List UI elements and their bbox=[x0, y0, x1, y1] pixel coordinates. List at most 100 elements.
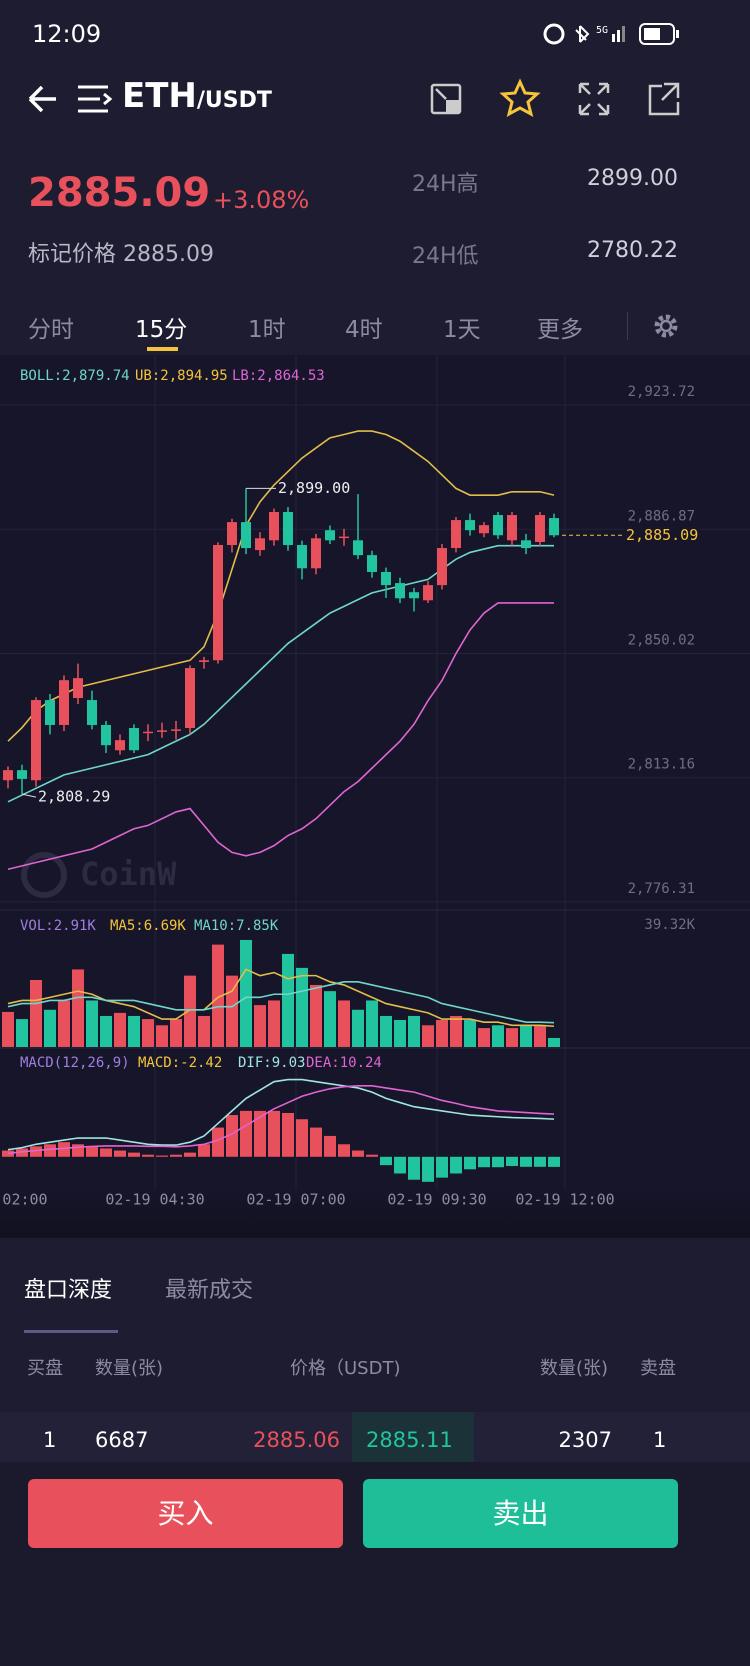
macd-bar bbox=[408, 1156, 420, 1180]
macd-bar bbox=[422, 1156, 434, 1182]
interval-tab[interactable]: 分时 bbox=[28, 317, 74, 343]
low-label: 24H低 bbox=[412, 244, 479, 269]
volume-bar bbox=[254, 1005, 266, 1047]
boll-mid bbox=[7, 544, 554, 803]
volume-bar bbox=[114, 1012, 126, 1047]
volume-bar bbox=[506, 1028, 518, 1047]
macd-bar bbox=[16, 1148, 28, 1157]
x-tick-label: 02:00 bbox=[2, 1191, 47, 1209]
bid-qty: 6687 bbox=[95, 1428, 149, 1452]
interval-tab[interactable]: 4时 bbox=[345, 317, 383, 343]
candle-body bbox=[157, 730, 167, 732]
candle-body bbox=[87, 700, 97, 725]
high-label: 2,899.00 bbox=[278, 479, 350, 497]
fullscreen-button[interactable] bbox=[578, 82, 610, 116]
interval-tab[interactable]: 更多 bbox=[537, 317, 583, 343]
change: +3.08% bbox=[213, 186, 310, 214]
macd-bar bbox=[324, 1135, 336, 1157]
menu-button[interactable] bbox=[78, 85, 113, 113]
pair: ETH/USDT bbox=[122, 76, 272, 116]
favorite-button[interactable] bbox=[499, 78, 541, 117]
volume-bar bbox=[156, 1025, 168, 1047]
back-button[interactable] bbox=[28, 85, 56, 113]
volume-bar bbox=[72, 969, 84, 1047]
boll-upper bbox=[7, 430, 555, 742]
volume-bar bbox=[296, 967, 308, 1047]
symbol: ETH bbox=[122, 76, 197, 116]
mark-label: 标记价格 bbox=[28, 242, 117, 267]
volume-bar bbox=[422, 1025, 434, 1047]
high-label: 24H高 bbox=[412, 172, 479, 197]
chart-footer bbox=[0, 1190, 750, 1238]
volume-bar bbox=[226, 975, 238, 1047]
x-tick-label: 02-19 09:30 bbox=[387, 1191, 486, 1209]
tab-indicator bbox=[147, 347, 178, 351]
volume-bar bbox=[408, 1015, 420, 1047]
macd-bar bbox=[142, 1154, 154, 1157]
float-button[interactable] bbox=[430, 83, 462, 115]
macd-bar bbox=[394, 1156, 406, 1174]
volume-bar bbox=[198, 1015, 210, 1047]
quote: /USDT bbox=[196, 88, 272, 113]
candle-body bbox=[535, 515, 545, 542]
macd-bar bbox=[184, 1152, 196, 1157]
buy-button[interactable]: 买入 bbox=[28, 1479, 343, 1548]
candle-body bbox=[451, 520, 461, 549]
watermark: CoinW bbox=[80, 855, 177, 893]
volume-bar bbox=[394, 1020, 406, 1047]
volume-bar bbox=[366, 1000, 378, 1047]
clock: 12:09 bbox=[32, 20, 102, 48]
candle-body bbox=[143, 731, 153, 734]
interval-tab[interactable]: 1时 bbox=[248, 317, 286, 343]
volume-bar bbox=[464, 1020, 476, 1047]
candle-body bbox=[423, 585, 433, 601]
volume-bar bbox=[170, 1019, 182, 1047]
depth-bar bbox=[352, 1412, 474, 1462]
col-header: 价格（USDT) bbox=[290, 1358, 401, 1379]
volume-bar bbox=[212, 944, 224, 1047]
candle-body bbox=[45, 700, 55, 725]
macd-bar bbox=[352, 1150, 364, 1157]
volume-bar bbox=[86, 1000, 98, 1047]
volume-bar bbox=[30, 979, 42, 1047]
volume-bar bbox=[268, 1000, 280, 1047]
candle-body bbox=[353, 540, 363, 556]
sell-button[interactable]: 卖出 bbox=[363, 1479, 678, 1548]
volume-bar bbox=[2, 1011, 14, 1047]
macd-bar bbox=[156, 1155, 168, 1157]
interval-tab[interactable]: 15分 bbox=[135, 317, 188, 343]
candle-body bbox=[269, 511, 279, 541]
candle-body bbox=[213, 545, 223, 661]
macd-bar bbox=[548, 1156, 560, 1167]
candle-body bbox=[465, 520, 475, 531]
volume-bar bbox=[240, 939, 252, 1047]
volume-bar bbox=[142, 1019, 154, 1047]
candle-body bbox=[283, 511, 293, 546]
macd-dea bbox=[7, 1085, 555, 1155]
orderbook-tab[interactable]: 盘口深度 bbox=[24, 1278, 113, 1303]
share-button[interactable] bbox=[648, 82, 680, 116]
high-value: 2899.00 bbox=[587, 166, 678, 191]
macd-bar bbox=[58, 1142, 70, 1157]
volume-bar bbox=[478, 1028, 490, 1047]
macd-bar bbox=[128, 1152, 140, 1157]
settings-button[interactable] bbox=[652, 312, 680, 340]
macd-bar bbox=[478, 1156, 490, 1168]
volume-bar bbox=[310, 984, 322, 1047]
y-tick-label: 2,776.31 bbox=[628, 881, 695, 897]
volume-bar bbox=[520, 1025, 532, 1047]
kline-chart: 2,923.72 2,886.87 2,850.02 2,813.16 2,776.31… bbox=[0, 355, 750, 1209]
candle-body bbox=[549, 518, 559, 536]
macd-bar bbox=[436, 1156, 448, 1178]
volume-bar bbox=[436, 1020, 448, 1047]
candle-body bbox=[129, 728, 139, 751]
volume-bar bbox=[282, 953, 294, 1047]
trades-tab[interactable]: 最新成交 bbox=[165, 1278, 254, 1303]
volume-bar bbox=[184, 975, 196, 1047]
legend: DEA:10.24 bbox=[306, 1055, 382, 1071]
interval-tab[interactable]: 1天 bbox=[443, 317, 481, 343]
candle-body bbox=[409, 592, 419, 599]
svg-text:5G: 5G bbox=[596, 25, 608, 36]
macd-bar bbox=[254, 1110, 266, 1157]
volume-bar bbox=[58, 1000, 70, 1047]
